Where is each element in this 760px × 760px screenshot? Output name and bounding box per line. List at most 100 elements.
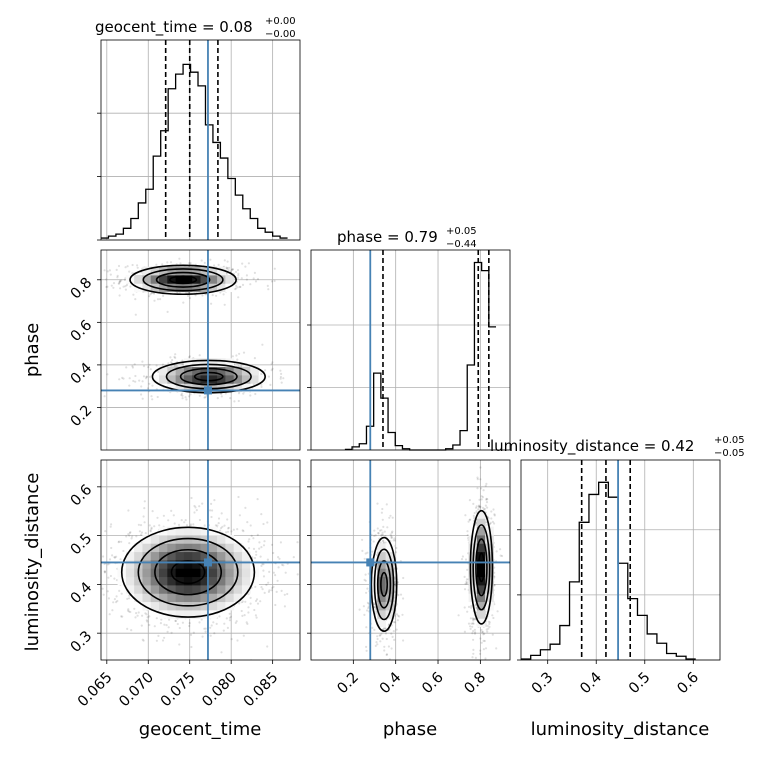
sample-point — [388, 516, 391, 519]
density-cell — [217, 358, 226, 368]
sample-point — [230, 268, 233, 271]
panel-2d-phase-vs-geocent-time: 0.20.40.60.8 phase — [22, 249, 301, 451]
sample-point — [209, 634, 212, 637]
sample-point — [270, 543, 274, 546]
density-cell — [200, 543, 210, 553]
sample-point — [103, 269, 106, 272]
density-cell — [200, 526, 210, 536]
sample-point — [457, 614, 460, 617]
sample-point — [220, 527, 223, 530]
sample-point — [124, 285, 127, 288]
truth-crosshair — [101, 250, 300, 450]
sample-point — [128, 377, 131, 380]
x-ticks-phase: 0.2 0.4 0.6 0.8 — [335, 660, 489, 697]
sample-point — [492, 508, 495, 511]
sample-point — [113, 556, 116, 559]
density-cell — [485, 585, 494, 594]
sample-point — [260, 372, 263, 375]
density-cell — [134, 576, 143, 586]
sample-point — [383, 649, 386, 652]
density-cell — [208, 568, 218, 578]
sample-point — [233, 400, 236, 403]
sample-point — [256, 498, 259, 501]
sample-point — [395, 628, 398, 631]
sample-point — [261, 588, 264, 591]
sample-point — [188, 355, 191, 358]
sample-point — [466, 534, 469, 537]
density-cell — [225, 593, 235, 603]
sample-point — [479, 649, 482, 652]
density-cell — [175, 543, 185, 553]
sample-point — [162, 294, 165, 297]
sample-point — [465, 578, 468, 581]
sample-point — [261, 343, 264, 346]
contour-line — [380, 571, 389, 597]
density-cell — [225, 560, 235, 569]
sample-point — [238, 352, 241, 355]
sample-point — [166, 261, 169, 264]
title-phase: phase = 0.79 — [337, 228, 438, 246]
density-cell — [167, 601, 177, 611]
sample-point — [153, 525, 156, 528]
sample-point — [392, 539, 395, 542]
density-cell — [200, 601, 210, 611]
sample-point — [240, 609, 243, 613]
sample-point — [131, 366, 134, 369]
sample-point — [280, 372, 283, 375]
sample-point — [136, 264, 139, 267]
sample-point — [65, 559, 67, 561]
sample-point — [118, 589, 121, 593]
sample-point — [253, 556, 257, 560]
sample-point — [479, 652, 482, 656]
sample-point — [103, 570, 106, 573]
density-cell — [175, 366, 185, 376]
sample-point — [394, 581, 397, 584]
sample-point — [474, 631, 477, 634]
sample-point — [371, 550, 374, 553]
density-cell — [175, 593, 185, 603]
sample-point — [484, 484, 487, 487]
sample-point — [188, 297, 191, 300]
sample-point — [203, 261, 206, 264]
sample-point — [402, 597, 405, 600]
density-cell — [250, 366, 259, 376]
title-geocent-time: geocent_time = 0.08 — [95, 18, 253, 37]
sample-point — [249, 602, 252, 605]
sample-point — [363, 557, 366, 560]
sample-point — [460, 558, 464, 561]
sample-point — [69, 566, 71, 568]
sample-point — [260, 546, 263, 549]
sample-point — [387, 645, 390, 648]
sample-point — [153, 292, 156, 295]
sample-point — [390, 632, 393, 635]
sample-point — [118, 280, 121, 283]
histogram-step — [521, 481, 696, 660]
sample-point — [469, 617, 472, 620]
density-cell — [159, 568, 168, 578]
density-cell — [208, 560, 218, 569]
density-cell — [192, 585, 201, 594]
sample-point — [185, 398, 188, 401]
density-cell — [208, 551, 218, 561]
density-cell — [134, 593, 143, 603]
sample-point — [478, 505, 481, 508]
density-cell — [217, 275, 226, 284]
sample-point — [493, 522, 496, 525]
sample-point — [479, 466, 482, 469]
sample-point — [364, 579, 367, 582]
sample-point — [241, 262, 244, 265]
density-cell — [175, 526, 185, 536]
sample-point — [174, 619, 177, 623]
sample-point — [486, 523, 489, 527]
sample-point — [258, 547, 261, 550]
sample-point — [244, 265, 247, 268]
sample-point — [120, 592, 123, 595]
sample-point — [401, 613, 404, 616]
contour-line — [137, 537, 239, 607]
sample-point — [367, 607, 370, 610]
histogram-step — [344, 261, 497, 451]
sample-point — [156, 395, 159, 399]
density-cell — [159, 275, 168, 284]
sample-point — [127, 608, 130, 611]
density-cell — [159, 560, 168, 569]
